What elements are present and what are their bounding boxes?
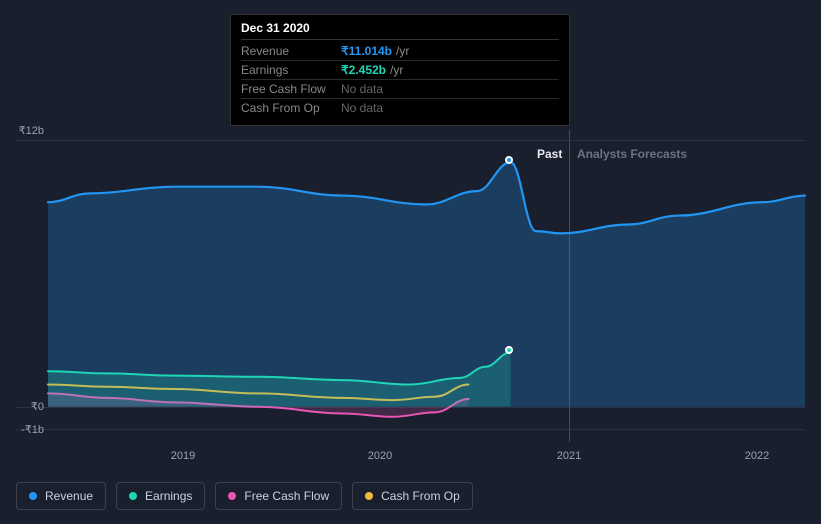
tooltip-metric-value: ₹2.452b [341,63,386,77]
tooltip-date: Dec 31 2020 [241,21,559,40]
legend-item-free-cash-flow[interactable]: Free Cash Flow [215,482,342,510]
x-tick-label: 2020 [368,450,392,462]
tooltip-metric-suffix: /yr [396,44,409,58]
tooltip-row: Revenue₹11.014b/yr [241,42,559,61]
legend-item-earnings[interactable]: Earnings [116,482,205,510]
x-tick-label: 2022 [745,450,769,462]
y-tick-label: -₹1b [21,423,44,436]
tooltip-row: Earnings₹2.452b/yr [241,61,559,80]
plot-area[interactable] [48,140,805,440]
legend-label: Free Cash Flow [244,489,329,503]
legend-item-cash-from-op[interactable]: Cash From Op [352,482,473,510]
hover-dot-earnings [505,346,513,354]
tooltip-nodata: No data [341,82,383,96]
series-fill-revenue [48,162,805,407]
tooltip-nodata: No data [341,101,383,115]
financial-chart: ₹12b ₹0 -₹1b 2019 2020 2021 2022 Past An… [0,0,821,524]
legend-marker [129,492,137,500]
tooltip-row: Cash From OpNo data [241,99,559,117]
tooltip-metric-label: Free Cash Flow [241,82,341,96]
tooltip-metric-label: Revenue [241,44,341,58]
y-tick-label: ₹12b [19,124,44,137]
legend-label: Earnings [145,489,192,503]
hover-dot-revenue [505,156,513,164]
tooltip-metric-label: Earnings [241,63,341,77]
tooltip-metric-value: ₹11.014b [341,44,392,58]
x-tick-label: 2021 [557,450,581,462]
chart-tooltip: Dec 31 2020 Revenue₹11.014b/yrEarnings₹2… [230,14,570,126]
tooltip-row: Free Cash FlowNo data [241,80,559,99]
legend-marker [228,492,236,500]
y-tick-label: ₹0 [31,400,44,413]
legend-label: Cash From Op [381,489,460,503]
tooltip-metric-suffix: /yr [390,63,403,77]
x-tick-label: 2019 [171,450,195,462]
legend-item-revenue[interactable]: Revenue [16,482,106,510]
chart-legend: Revenue Earnings Free Cash Flow Cash From O… [16,482,473,510]
legend-marker [29,492,37,500]
tooltip-metric-label: Cash From Op [241,101,341,115]
legend-marker [365,492,373,500]
legend-label: Revenue [45,489,93,503]
